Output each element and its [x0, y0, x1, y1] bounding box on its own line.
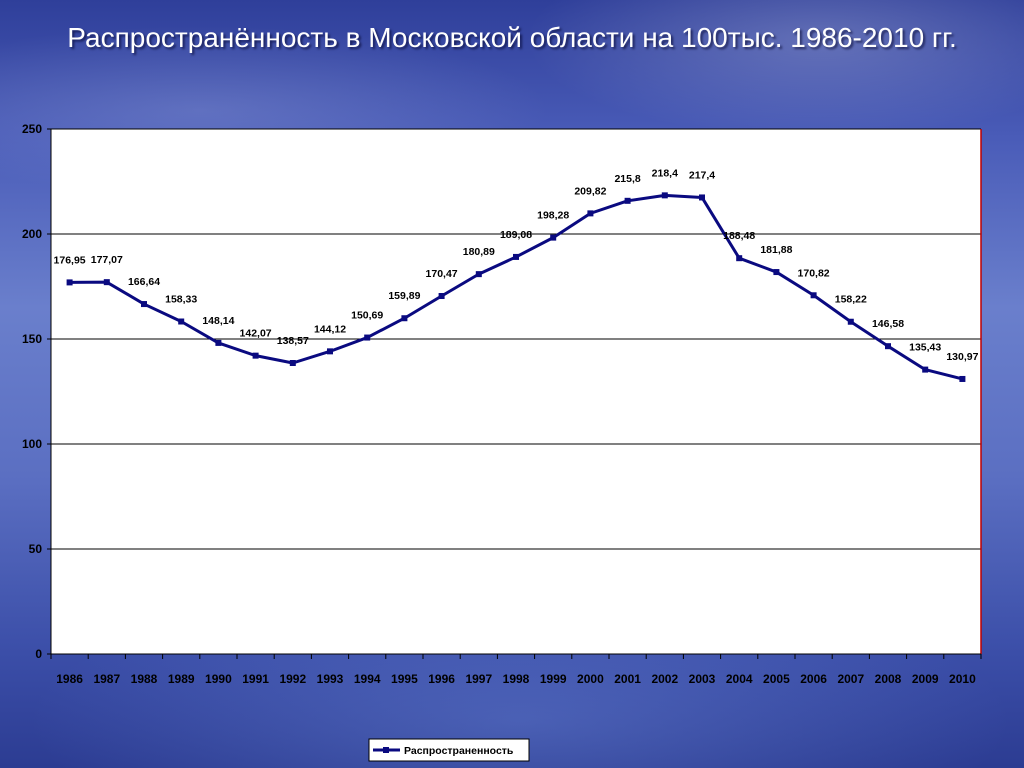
data-point: [513, 253, 519, 260]
data-label: 209,82: [574, 185, 606, 197]
data-label: 166,64: [128, 276, 160, 288]
y-tick-label: 200: [22, 227, 42, 241]
data-label: 176,95: [54, 254, 86, 266]
y-axis: 0 50 100 150 200 250: [22, 122, 52, 661]
data-point: [810, 292, 817, 299]
data-label: 217,4: [689, 169, 715, 181]
y-tick-label: 50: [29, 542, 43, 556]
series-line-group: [66, 192, 966, 382]
x-tick-label: 2003: [689, 672, 716, 686]
data-point: [959, 375, 966, 382]
data-point: [66, 279, 73, 286]
data-label: 138,57: [277, 335, 309, 347]
y-tick-label: 0: [35, 647, 42, 661]
x-tick-label: 2001: [614, 672, 641, 686]
data-point: [215, 339, 222, 346]
x-tick-label: 2008: [875, 672, 902, 686]
data-point: [438, 293, 445, 300]
x-tick-label: 1987: [93, 672, 120, 686]
x-tick-label: 1988: [131, 672, 158, 686]
data-point: [327, 348, 333, 355]
x-tick-label: 1992: [279, 672, 306, 686]
x-tick-label: 1995: [391, 672, 418, 686]
data-point: [550, 234, 557, 241]
data-point: [178, 318, 185, 325]
x-tick-label: 2000: [577, 672, 604, 686]
y-tick-label: 250: [22, 122, 42, 136]
slide-title: Распространённость в Московской области …: [67, 22, 957, 53]
data-label: 135,43: [909, 342, 941, 354]
data-point: [364, 334, 371, 341]
x-tick-label: 2009: [912, 672, 939, 686]
data-label: 177,07: [91, 254, 123, 266]
data-label: 146,58: [872, 318, 904, 330]
data-label: 198,28: [537, 210, 569, 222]
x-tick-label: 2005: [763, 672, 790, 686]
data-label: 158,33: [165, 294, 197, 306]
data-label: 189,08: [500, 229, 532, 241]
data-point: [773, 269, 780, 276]
y-tick-label: 150: [22, 332, 42, 346]
data-label: 159,89: [388, 290, 420, 302]
data-label: 130,97: [946, 351, 978, 363]
data-label: 215,8: [614, 173, 640, 185]
data-point: [847, 318, 854, 325]
x-tick-label: 1989: [168, 672, 195, 686]
data-labels: 176,95 177,07 166,64 158,33 148,14 142,07 138,…: [54, 167, 979, 363]
legend-label: Распространенность: [404, 745, 514, 757]
y-tick-label: 100: [22, 437, 42, 451]
data-label: 142,07: [240, 328, 272, 340]
x-tick-label: 1991: [242, 672, 269, 686]
legend-marker-sample: [383, 747, 389, 753]
x-tick-label: 1998: [503, 672, 530, 686]
data-point: [475, 271, 482, 278]
legend: Распространенность: [368, 738, 530, 762]
x-tick-label: 2007: [837, 672, 864, 686]
data-point: [736, 255, 743, 262]
x-tick-label: 1997: [465, 672, 492, 686]
data-label: 181,88: [760, 244, 792, 256]
data-label: 188,48: [723, 230, 755, 242]
data-point: [587, 210, 594, 217]
data-point: [885, 343, 891, 350]
data-point: [141, 301, 147, 308]
x-tick-label: 1996: [428, 672, 455, 686]
x-tick-label: 1986: [56, 672, 83, 686]
legend-box: [368, 738, 530, 762]
data-label: 158,22: [835, 294, 867, 306]
x-axis: 1986 1987 1988 1989 1990 1991 1992 1993 1994 1995…: [50, 653, 982, 686]
plot-area: [51, 129, 981, 654]
data-point: [922, 366, 929, 373]
x-tick-label: 2004: [726, 672, 753, 686]
data-point: [289, 360, 296, 367]
data-point: [699, 194, 705, 201]
x-tick-label: 1999: [540, 672, 567, 686]
x-tick-label: 2002: [651, 672, 678, 686]
x-tick-label: 2010: [949, 672, 976, 686]
x-tick-label: 2006: [800, 672, 827, 686]
data-point: [661, 192, 668, 199]
data-point: [401, 315, 408, 322]
x-tick-label: 1994: [354, 672, 381, 686]
data-point: [103, 279, 110, 286]
data-label: 170,82: [798, 267, 830, 279]
x-tick-label: 1993: [317, 672, 344, 686]
data-label: 150,69: [351, 310, 383, 322]
data-label: 144,12: [314, 323, 346, 335]
x-tick-label: 1990: [205, 672, 232, 686]
data-label: 180,89: [463, 246, 495, 258]
data-point: [624, 197, 631, 204]
data-label: 170,47: [426, 268, 458, 280]
data-label: 218,4: [652, 167, 678, 179]
data-label: 148,14: [202, 315, 234, 327]
data-point: [252, 352, 259, 359]
